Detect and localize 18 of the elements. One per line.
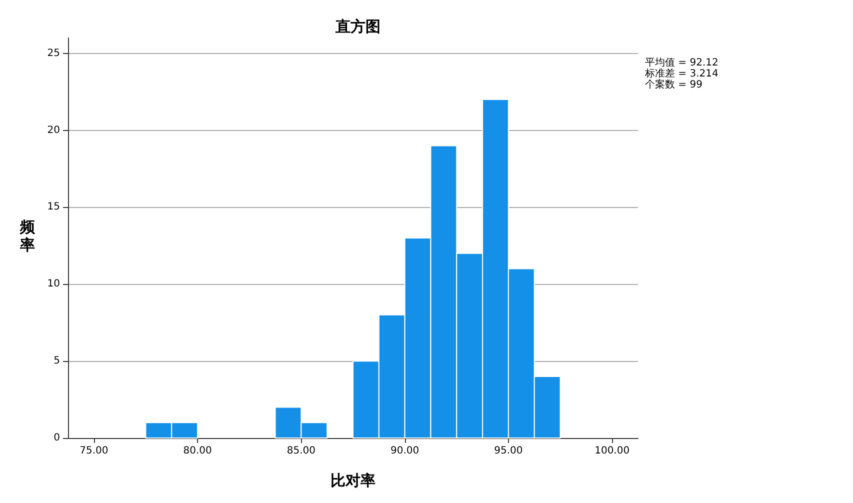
x-tick-label: 100.00 xyxy=(594,446,630,456)
y-tick-label: 0 xyxy=(54,432,60,444)
text: 个案数 = 99 xyxy=(645,78,702,90)
x-tick-label: 90.00 xyxy=(390,446,420,456)
x-tick-label: 80.00 xyxy=(183,446,212,456)
y-tick-label: 10 xyxy=(47,278,60,290)
x-tick-label: 75.00 xyxy=(80,446,108,456)
text: 标准差 = 3.214 xyxy=(644,68,718,80)
y-tick-label: 25 xyxy=(47,48,60,59)
y-tick-label: 15 xyxy=(47,202,60,213)
x-tick-label: 85.00 xyxy=(286,446,316,456)
x-axis-title: 比对率 xyxy=(330,472,376,490)
y-axis-title: 频率 xyxy=(19,218,36,254)
chart-title: 直方图 xyxy=(334,18,380,36)
x-tick-label: 95.00 xyxy=(494,446,523,456)
y-tick-label: 20 xyxy=(47,124,60,136)
text: 平均值 = 92.12 xyxy=(645,56,718,68)
y-tick-label: 5 xyxy=(54,356,60,367)
